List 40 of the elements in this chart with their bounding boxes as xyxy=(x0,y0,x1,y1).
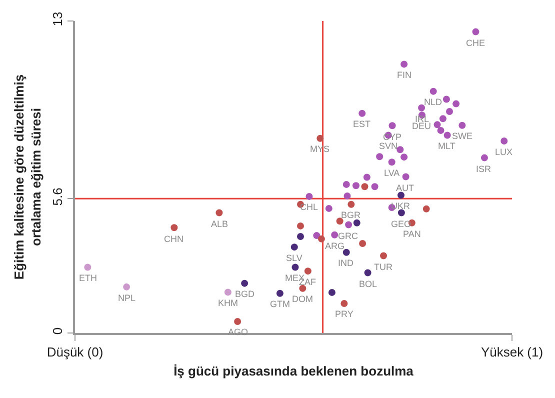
annotation: KHM xyxy=(218,298,238,308)
x-tick-label: Yüksek (1) xyxy=(480,344,544,360)
annotation: CHE xyxy=(466,38,486,48)
annotation: IRL xyxy=(415,114,430,124)
annotation: PRY xyxy=(335,309,354,319)
y-tick-label: 0 xyxy=(50,327,66,335)
y-tick-label: 13 xyxy=(50,12,66,26)
y-axis-title: Eğitim kalitesine göre düzeltilmiş ortalama eğitim süresi xyxy=(12,74,44,280)
annotation: SLV xyxy=(286,253,302,263)
annotation: BGD xyxy=(235,289,256,299)
annotation: SWE xyxy=(452,131,473,141)
annotation: BGR xyxy=(341,210,362,220)
annotation: EST xyxy=(353,119,372,129)
y-tick-label: 5.6 xyxy=(50,188,66,206)
annotation: GTM xyxy=(270,299,290,309)
annotation: GEO xyxy=(391,219,412,229)
annotation: ARG xyxy=(325,241,345,251)
annotation: DOM xyxy=(292,294,313,304)
annotation: TUR xyxy=(374,262,393,272)
annotation: MLT xyxy=(438,141,456,151)
annotation: CYP xyxy=(383,132,402,142)
annotation: LVA xyxy=(384,168,400,178)
x-tick-label: Düşük (0) xyxy=(46,344,104,360)
annotation: SVN xyxy=(379,141,398,151)
annotation: BOL xyxy=(359,279,378,289)
annotation: NPL xyxy=(118,293,136,303)
annotation: AUT xyxy=(396,183,414,193)
annotation: PAN xyxy=(403,229,421,239)
annotation: ISR xyxy=(476,164,492,174)
annotation: DEU xyxy=(412,121,432,131)
annotation: LUX xyxy=(495,147,513,157)
annotation: CHN xyxy=(164,234,184,244)
annotation: GRC xyxy=(338,231,358,241)
x-axis-title: İş gücü piyasasında beklenen bozulma xyxy=(174,363,414,378)
annotation: CHL xyxy=(300,202,318,212)
annotation: ETH xyxy=(79,273,97,283)
annotation: IND xyxy=(338,258,354,268)
annotation: NLD xyxy=(424,97,443,107)
annotation: ALB xyxy=(211,219,228,229)
annotation: FIN xyxy=(397,70,412,80)
